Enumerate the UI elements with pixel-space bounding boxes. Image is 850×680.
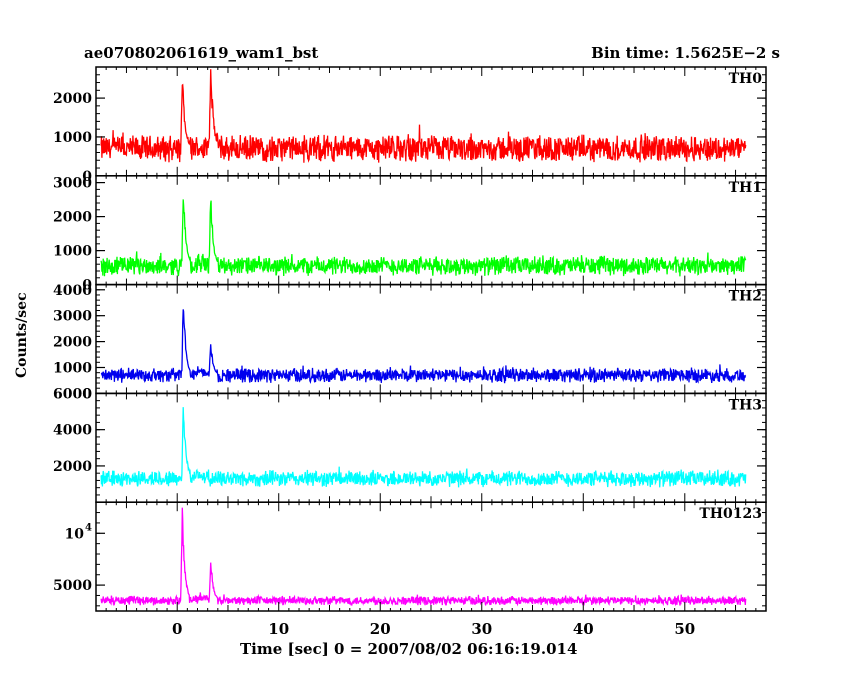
panel-label-th2: TH2 [729,289,762,305]
plot-title: ae070802061619_wam1_bst [84,44,319,62]
y-tick-label: 4000 [53,423,92,439]
panel-label-th1: TH1 [729,180,762,196]
y-tick-label: 2000 [53,210,92,226]
x-tick-label: 20 [370,620,391,638]
y-tick-label: 10 [65,526,85,542]
panel-label-th0: TH0 [729,71,763,87]
y-tick-label: 1000 [53,360,92,376]
x-tick-label: 50 [674,620,695,638]
y-tick-label: 0 [82,386,92,402]
y-tick-label: 2000 [53,91,92,107]
series-line-th3 [100,407,747,488]
series-line-th1 [100,199,747,277]
x-tick-label: 10 [268,620,289,638]
y-tick-label: 0 [82,169,92,185]
y-tick-label: 1000 [53,130,92,146]
panel-label-th0123: TH0123 [699,506,762,522]
panel-frame-th3 [95,392,767,503]
series-line-th0123 [100,507,747,607]
y-tick-label: 6000 [53,386,92,402]
y-tick-label: 5000 [53,578,92,594]
y-tick-label: 4000 [53,283,92,299]
series-line-th2 [100,309,747,385]
x-tick-label: 40 [573,620,594,638]
x-tick-label: 30 [471,620,492,638]
bin-time-label: Bin time: 1.5625E−2 s [591,44,780,62]
x-tick-label: 0 [172,620,182,638]
y-tick-label: 1000 [53,244,92,260]
panel-frame-th0123 [95,501,767,612]
y-tick-label: 3000 [53,176,92,192]
y-tick-label: 0 [82,278,92,294]
panel-label-th3: TH3 [729,397,762,413]
y-tick-label-exponent: 4 [85,522,92,533]
x-axis-label: Time [sec] 0 = 2007/08/02 06:16:19.014 [240,640,578,658]
y-tick-label: 3000 [53,309,92,325]
y-tick-label: 2000 [53,459,92,475]
series-line-th0 [100,69,747,163]
y-tick-label: 2000 [53,335,92,351]
